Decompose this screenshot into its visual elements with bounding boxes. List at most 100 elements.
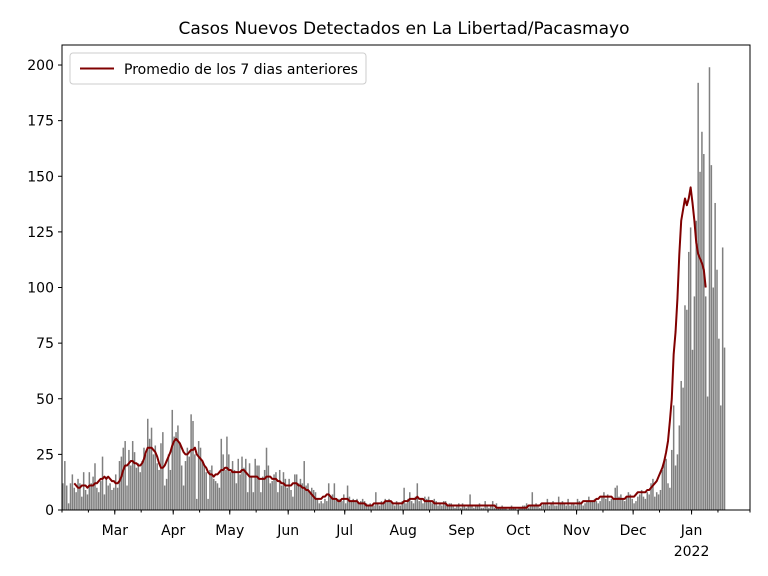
bar bbox=[147, 418, 149, 510]
bar bbox=[546, 498, 549, 510]
x-tick-label: Sep bbox=[448, 523, 475, 539]
bar bbox=[273, 474, 275, 510]
bar bbox=[62, 483, 64, 510]
bar bbox=[156, 463, 158, 510]
bar bbox=[531, 492, 534, 510]
bar bbox=[556, 505, 558, 510]
bar bbox=[427, 496, 430, 510]
bar bbox=[403, 487, 405, 510]
bar bbox=[73, 487, 76, 510]
x-tick-label: Mar bbox=[102, 523, 129, 539]
bar bbox=[277, 492, 279, 510]
bar bbox=[550, 503, 552, 510]
bar bbox=[450, 503, 452, 510]
moving-average-line bbox=[73, 186, 707, 509]
bar bbox=[212, 478, 215, 510]
bar bbox=[533, 505, 535, 510]
bar bbox=[303, 461, 305, 510]
bar bbox=[674, 465, 677, 510]
bar bbox=[126, 485, 128, 510]
bar bbox=[680, 380, 682, 510]
bar bbox=[461, 503, 464, 510]
bar bbox=[88, 472, 91, 510]
bar bbox=[180, 465, 183, 510]
bar bbox=[586, 501, 588, 510]
bar bbox=[529, 505, 532, 510]
bar bbox=[591, 501, 594, 510]
bar bbox=[361, 498, 364, 510]
bar bbox=[171, 409, 174, 510]
bar bbox=[559, 503, 562, 510]
bar bbox=[512, 507, 515, 510]
bar bbox=[708, 67, 711, 510]
bar bbox=[167, 454, 170, 510]
bar bbox=[122, 447, 125, 510]
bar bbox=[401, 501, 403, 510]
bar bbox=[399, 505, 402, 510]
bar bbox=[261, 476, 264, 510]
bar bbox=[309, 492, 311, 510]
bar bbox=[429, 501, 432, 510]
bar bbox=[458, 503, 460, 510]
bar bbox=[574, 505, 577, 510]
bar bbox=[452, 505, 454, 510]
bar bbox=[714, 202, 716, 511]
bar bbox=[395, 501, 398, 510]
y-tick-label: 25 bbox=[36, 447, 54, 463]
y-tick-label: 125 bbox=[27, 225, 54, 241]
bar bbox=[584, 503, 586, 510]
bar bbox=[310, 487, 313, 510]
bar bbox=[320, 501, 322, 510]
bar bbox=[552, 501, 554, 510]
bar bbox=[116, 487, 119, 510]
bar bbox=[322, 503, 324, 510]
bar bbox=[473, 507, 475, 510]
bar bbox=[701, 131, 703, 511]
bar bbox=[182, 485, 185, 510]
bar bbox=[663, 461, 665, 510]
x-tick-label: Nov bbox=[563, 523, 590, 539]
bar bbox=[710, 165, 713, 510]
bar bbox=[497, 507, 500, 510]
bar bbox=[465, 507, 468, 510]
bar bbox=[578, 501, 581, 510]
bar bbox=[103, 494, 106, 510]
bar bbox=[165, 478, 168, 510]
bar bbox=[231, 461, 234, 510]
bar bbox=[463, 505, 466, 510]
bar bbox=[246, 492, 249, 510]
bar bbox=[139, 472, 141, 510]
bar bbox=[537, 505, 539, 510]
bar bbox=[173, 436, 175, 510]
bar bbox=[684, 305, 686, 510]
bar bbox=[476, 505, 479, 510]
bar bbox=[672, 405, 675, 510]
bar bbox=[339, 498, 341, 510]
bar bbox=[69, 483, 72, 510]
bar bbox=[712, 287, 714, 510]
bar bbox=[365, 503, 368, 510]
bar bbox=[446, 505, 449, 510]
bar bbox=[326, 501, 328, 510]
bar bbox=[233, 469, 236, 510]
bar bbox=[582, 505, 584, 510]
bar bbox=[718, 338, 720, 510]
bar bbox=[346, 485, 349, 510]
bar bbox=[482, 507, 485, 510]
bar bbox=[441, 505, 443, 510]
bar bbox=[143, 447, 145, 510]
bar bbox=[486, 505, 488, 510]
bar bbox=[376, 503, 379, 510]
bar bbox=[135, 467, 138, 510]
bar bbox=[94, 463, 96, 510]
bar bbox=[237, 458, 239, 510]
bar bbox=[141, 461, 143, 510]
bar bbox=[542, 503, 545, 510]
bar bbox=[380, 501, 383, 510]
bar bbox=[454, 507, 456, 510]
bar bbox=[373, 505, 375, 510]
bar bbox=[431, 503, 434, 510]
bar bbox=[514, 507, 517, 510]
bar bbox=[689, 227, 692, 510]
bar bbox=[278, 469, 281, 510]
